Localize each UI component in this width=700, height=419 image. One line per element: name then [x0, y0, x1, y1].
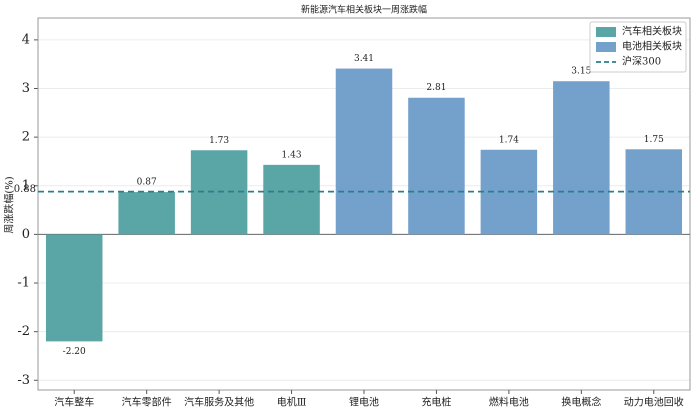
reference-label: 0.88: [14, 184, 36, 195]
y-axis-label: 周涨跌幅(%): [3, 176, 16, 233]
legend-label: 沪深300: [622, 55, 661, 68]
value-label: 1.73: [209, 136, 229, 146]
legend-swatch: [596, 27, 616, 37]
value-label: 1.74: [499, 135, 519, 145]
value-label: 2.81: [426, 83, 446, 93]
bar: [118, 192, 175, 235]
value-label: 3.15: [571, 67, 591, 77]
bar: [408, 97, 465, 235]
y-tick-label: -3: [17, 373, 30, 388]
x-tick-label: 汽车零部件: [122, 396, 172, 409]
x-tick-label: 锂电池: [349, 396, 379, 409]
value-label: 1.43: [282, 150, 302, 160]
y-tick-label: 4: [22, 32, 30, 47]
legend-label: 电池相关板块: [622, 40, 682, 53]
value-label: 0.87: [137, 178, 157, 188]
y-tick-label: 1: [22, 178, 30, 193]
legend-swatch: [596, 42, 616, 52]
x-tick-label: 汽车服务及其他: [184, 396, 254, 409]
bar: [553, 81, 610, 235]
value-label: 1.75: [644, 135, 664, 145]
bar: [263, 164, 320, 235]
bar: [45, 234, 103, 342]
chart-title: 新能源汽车相关板块一周涨跌幅: [301, 4, 427, 16]
value-label: 3.41: [354, 54, 374, 64]
bar: [335, 68, 393, 235]
value-label: -2.20: [63, 347, 86, 357]
x-tick-label: 电机Ⅲ: [277, 396, 307, 409]
x-tick-label: 换电概念: [561, 396, 601, 409]
y-tick-label: 3: [22, 81, 30, 96]
x-tick-label: 燃料电池: [489, 396, 529, 409]
y-tick-label: -2: [17, 324, 30, 339]
x-tick-label: 充电桩: [421, 396, 451, 409]
x-tick-label: 汽车整车: [54, 396, 94, 409]
y-tick-label: -1: [17, 276, 30, 291]
legend-label: 汽车相关板块: [622, 25, 682, 38]
x-tick-label: 动力电池回收: [624, 396, 684, 409]
y-tick-label: 2: [22, 130, 30, 145]
y-tick-label: 0: [22, 227, 30, 242]
